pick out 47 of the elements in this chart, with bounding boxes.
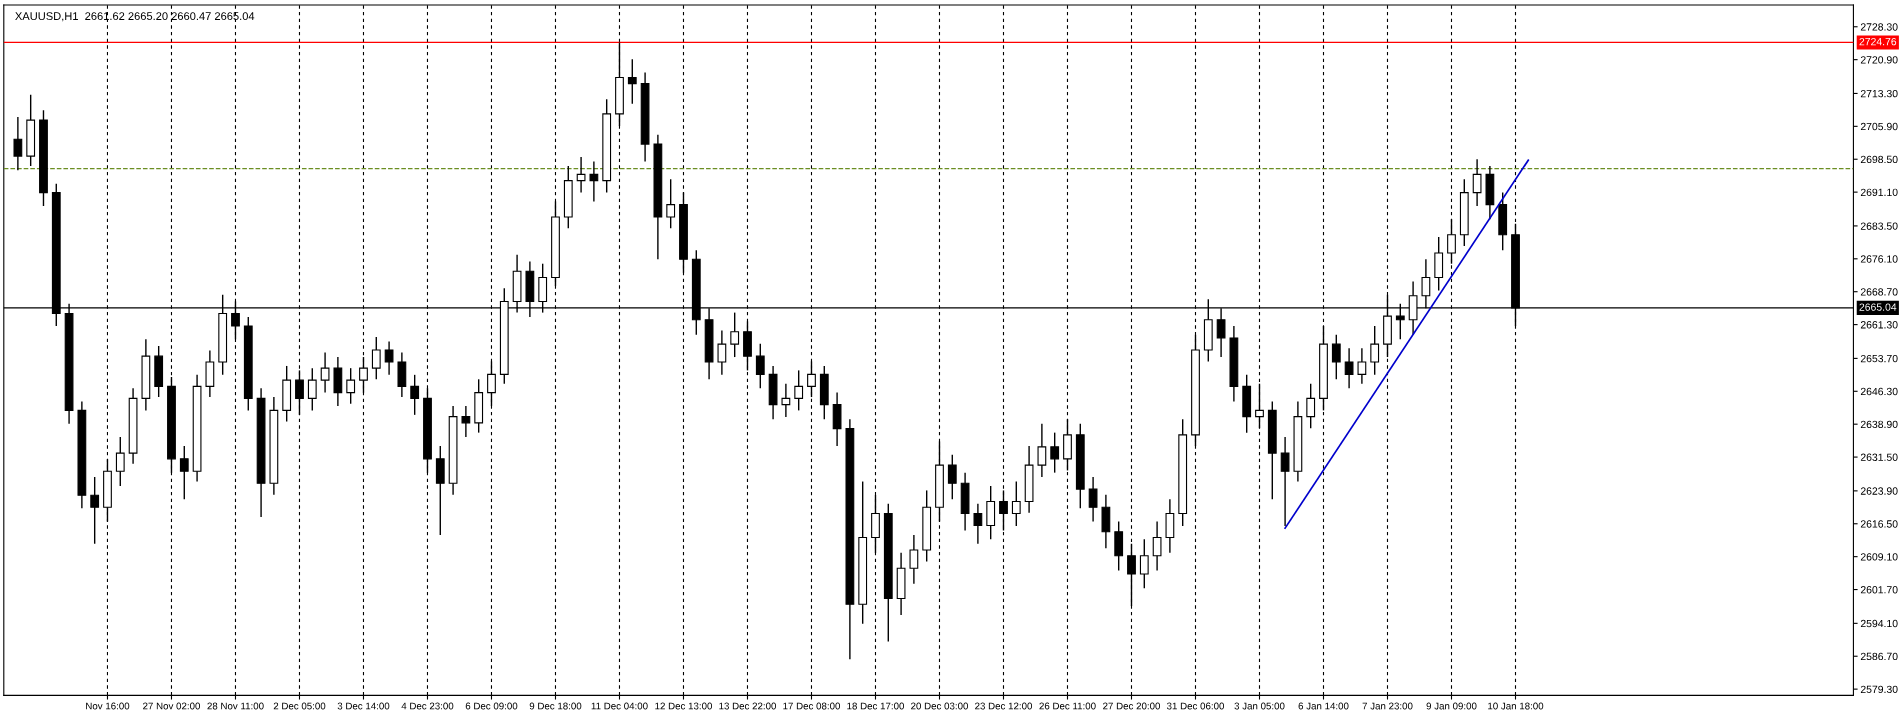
x-tick-label: 9 Dec 18:00 xyxy=(529,702,582,710)
y-tick-label: 2631.50 xyxy=(1860,453,1898,461)
y-tick-label: 2683.50 xyxy=(1860,222,1898,230)
y-tick-label: 2661.30 xyxy=(1860,321,1898,329)
ref-line-label: 2724.76 xyxy=(1859,37,1897,46)
y-tick-label: 2616.50 xyxy=(1860,520,1898,528)
y-tick-label: 2698.50 xyxy=(1860,155,1898,164)
x-tick-label: Nov 16:00 xyxy=(86,702,130,710)
x-tick-label: 10 Jan 18:00 xyxy=(1488,702,1544,710)
y-tick-label: 2594.10 xyxy=(1860,619,1898,628)
y-tick-label: 2691.10 xyxy=(1860,188,1898,197)
x-tick-label: 12 Dec 13:00 xyxy=(655,702,713,710)
y-tick-label: 2728.30 xyxy=(1860,23,1898,31)
x-tick-label: 3 Dec 14:00 xyxy=(337,702,390,710)
y-tick-label: 2668.70 xyxy=(1860,288,1898,296)
ref-line-label: 2665.04 xyxy=(1859,303,1897,311)
x-tick-label: 23 Dec 12:00 xyxy=(975,702,1033,710)
x-tick-label: 13 Dec 22:00 xyxy=(719,702,777,710)
x-tick-label: 7 Jan 23:00 xyxy=(1362,702,1413,710)
y-tick-label: 2601.70 xyxy=(1860,586,1898,594)
x-tick-label: 11 Dec 04:00 xyxy=(591,702,648,710)
y-tick-label: 2638.90 xyxy=(1860,420,1898,429)
x-tick-label: 17 Dec 08:00 xyxy=(783,702,841,710)
x-tick-label: 9 Jan 09:00 xyxy=(1426,702,1477,710)
y-tick-label: 2646.30 xyxy=(1860,387,1898,396)
y-tick-label: 2676.10 xyxy=(1860,255,1898,263)
y-tick-label: 2579.30 xyxy=(1860,685,1898,694)
x-tick-label: 20 Dec 03:00 xyxy=(911,702,969,710)
x-tick-label: 27 Dec 20:00 xyxy=(1103,702,1161,710)
x-tick-label: 4 Dec 23:00 xyxy=(401,702,454,710)
y-tick-label: 2720.90 xyxy=(1860,56,1898,64)
y-tick-label: 2609.10 xyxy=(1860,553,1898,561)
x-tick-label: 18 Dec 17:00 xyxy=(847,702,905,710)
text: XAUUSD,H1 2661.62 2665.20 2660.47 2665.04 xyxy=(15,12,255,22)
x-tick-label: 6 Dec 09:00 xyxy=(465,702,518,710)
x-tick-label: 27 Nov 02:00 xyxy=(143,702,201,710)
y-tick-label: 2623.90 xyxy=(1860,487,1898,495)
y-tick-label: 2713.30 xyxy=(1860,89,1898,98)
x-tick-label: 31 Dec 06:00 xyxy=(1166,702,1225,710)
y-tick-label: 2705.90 xyxy=(1860,122,1898,131)
x-tick-label: 6 Jan 14:00 xyxy=(1298,702,1349,710)
x-tick-label: 28 Nov 11:00 xyxy=(207,702,264,710)
x-tick-label: 26 Dec 11:00 xyxy=(1039,702,1096,710)
y-tick-label: 2653.70 xyxy=(1860,354,1898,363)
x-tick-label: 3 Jan 05:00 xyxy=(1234,702,1285,710)
y-tick-label: 2586.70 xyxy=(1860,652,1898,661)
x-tick-label: 2 Dec 05:00 xyxy=(273,702,326,710)
